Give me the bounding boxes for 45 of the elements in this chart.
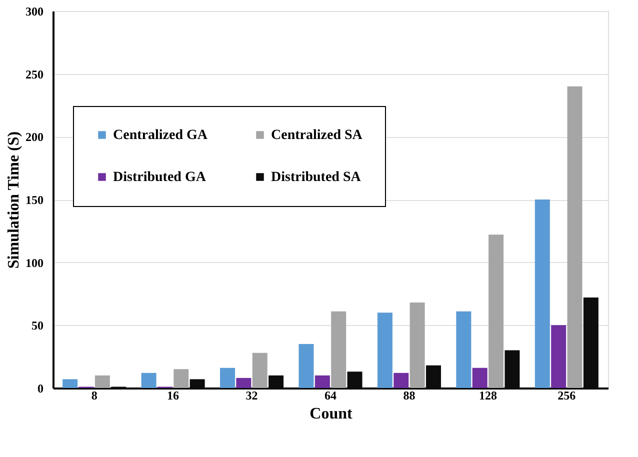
legend-label: Distributed GA xyxy=(113,170,207,185)
bar xyxy=(62,379,78,388)
bar xyxy=(426,365,441,388)
bar xyxy=(236,378,252,388)
bar xyxy=(141,372,156,388)
legend-label: Distributed SA xyxy=(271,170,362,185)
bar xyxy=(331,311,346,388)
bar xyxy=(410,302,425,388)
x-tick-label: 32 xyxy=(246,388,258,402)
y-tick-label: 0 xyxy=(38,382,44,396)
y-tick-label: 100 xyxy=(26,256,44,270)
bar xyxy=(534,200,550,388)
bar xyxy=(488,234,504,388)
y-tick-label: 200 xyxy=(26,130,44,144)
bar xyxy=(583,298,598,388)
y-tick-label: 150 xyxy=(26,193,44,207)
bar xyxy=(298,344,314,388)
bar xyxy=(174,369,189,388)
bar xyxy=(377,312,392,388)
bar xyxy=(472,368,488,388)
bar xyxy=(220,368,236,388)
bar xyxy=(347,372,362,388)
bar xyxy=(268,375,284,388)
x-tick-label: 64 xyxy=(324,388,336,402)
legend-label: Centralized GA xyxy=(113,128,208,143)
bar xyxy=(567,86,582,388)
bar xyxy=(314,375,330,388)
x-tick-label: 128 xyxy=(478,388,497,402)
x-tick-label: 256 xyxy=(558,388,576,402)
bar xyxy=(252,352,268,388)
bar xyxy=(456,311,472,388)
bar xyxy=(504,350,520,388)
y-tick-label: 300 xyxy=(26,4,44,18)
bar xyxy=(551,325,566,388)
y-axis-title: Simulation Time (S) xyxy=(6,131,22,269)
x-tick-label: 16 xyxy=(167,388,180,402)
x-axis-title: Count xyxy=(310,406,354,422)
x-tick-label: 8 xyxy=(91,388,98,402)
y-tick-label: 250 xyxy=(26,67,44,82)
bar xyxy=(190,379,205,388)
legend-label: Centralized SA xyxy=(271,128,364,143)
y-tick-label: 50 xyxy=(32,318,44,333)
bar xyxy=(94,375,110,388)
x-tick-label: 88 xyxy=(403,388,416,402)
bar xyxy=(394,372,409,388)
